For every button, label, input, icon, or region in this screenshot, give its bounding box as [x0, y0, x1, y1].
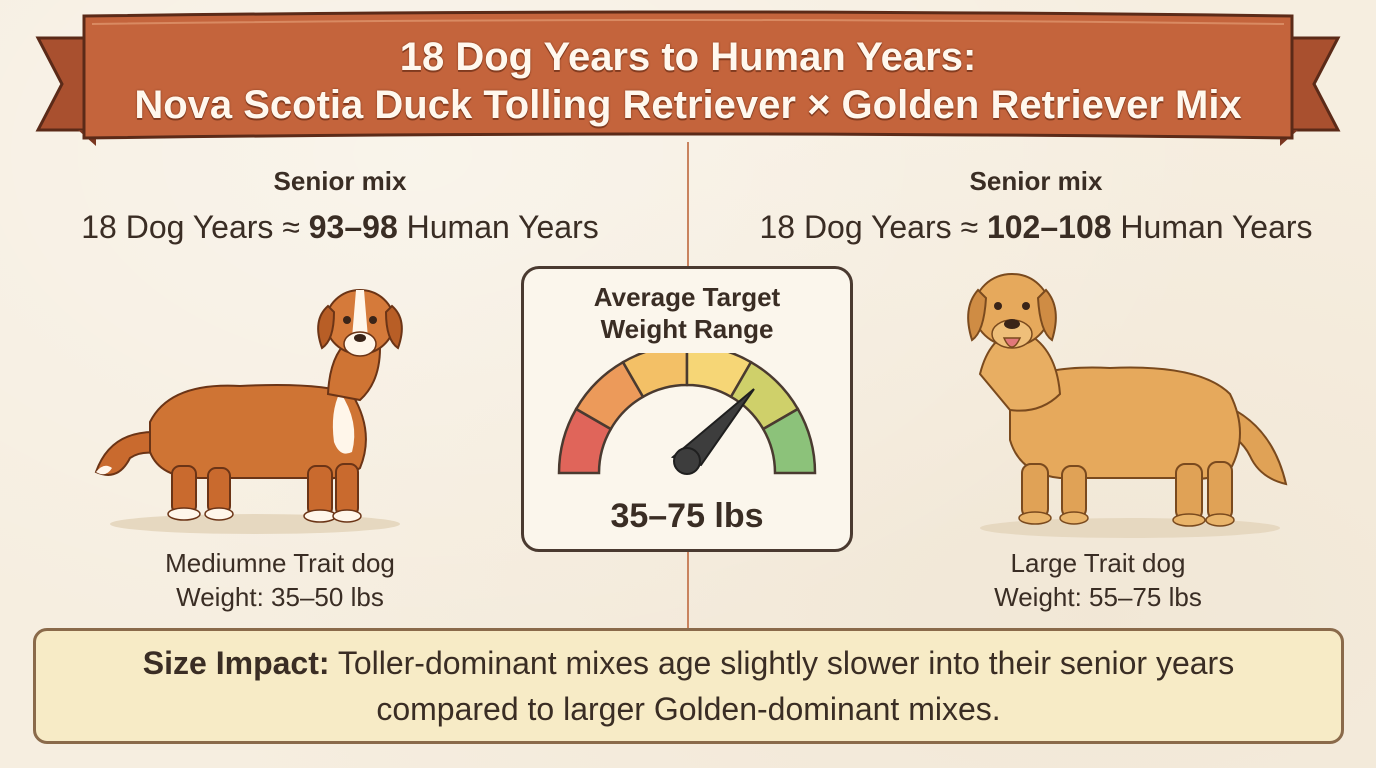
left-years: 18 Dog Years ≈ 93–98 Human Years [81, 209, 599, 245]
note-text: Toller-dominant mixes age slightly slowe… [329, 645, 1235, 727]
note-label: Size Impact: [142, 645, 330, 681]
weight-gauge-card: Average Target Weight Range 35–75 lbs [521, 266, 853, 552]
left-label: Senior mix [273, 166, 407, 196]
right-years: 18 Dog Years ≈ 102–108 Human Years [759, 209, 1313, 245]
size-impact-note: Size Impact: Toller-dominant mixes age s… [33, 628, 1344, 744]
gauge-value: 35–75 lbs [610, 497, 764, 535]
title-banner: 18 Dog Years to Human Years: Nova Scotia… [0, 0, 1376, 170]
gauge-segment [761, 407, 817, 475]
gauge-segment [621, 353, 689, 399]
right-caption-type: Large Trait dog [1010, 548, 1186, 578]
golden-retriever-icon [960, 264, 1290, 547]
left-caption-weight: Weight: 35–50 lbs [176, 582, 384, 612]
right-years-value: 102–108 [986, 209, 1112, 245]
toller-dog-icon [90, 282, 420, 543]
banner-title-line1: 18 Dog Years to Human Years: [399, 35, 977, 79]
right-label: Senior mix [969, 166, 1103, 196]
gauge-title: Average Target Weight Range [593, 282, 781, 344]
gauge-dial-icon [557, 353, 817, 475]
left-caption-type: Mediumne Trait dog [165, 548, 395, 578]
left-heading: Senior mix 18 Dog Years ≈ 93–98 Human Ye… [0, 166, 680, 246]
right-caption-weight: Weight: 55–75 lbs [994, 582, 1202, 612]
banner-title-line2: Nova Scotia Duck Tolling Retriever × Gol… [134, 83, 1242, 127]
left-years-value: 93–98 [308, 209, 398, 245]
right-caption: Large Trait dog Weight: 55–75 lbs [898, 546, 1298, 614]
left-caption: Mediumne Trait dog Weight: 35–50 lbs [80, 546, 480, 614]
right-heading: Senior mix 18 Dog Years ≈ 102–108 Human … [696, 166, 1376, 246]
